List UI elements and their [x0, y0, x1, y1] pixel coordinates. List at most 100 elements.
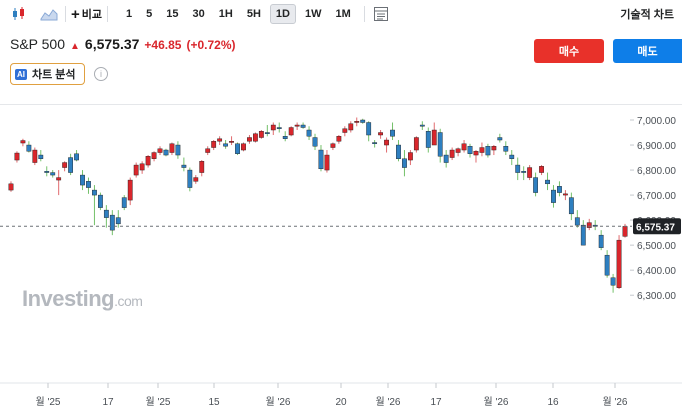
candle-body — [390, 129, 395, 137]
candle-body — [616, 239, 622, 288]
candle-body — [425, 131, 431, 148]
candle-body — [521, 171, 527, 173]
candle-body — [175, 144, 181, 156]
candle-body — [509, 154, 515, 159]
quote-header: S&P 500 ▲ 6,575.37 +46.85 (+0.72%) — [10, 36, 236, 52]
current-price-label: 6,575.37 — [636, 222, 675, 233]
candle-body — [62, 162, 68, 168]
candle-body — [282, 136, 288, 139]
ai-chart-analysis-button[interactable]: AI 차트 분석 — [10, 63, 85, 85]
symbol-name: S&P 500 — [10, 36, 66, 52]
candle-body — [473, 151, 479, 156]
candle-body — [20, 140, 26, 144]
candle-body — [437, 132, 443, 157]
candle-body — [491, 146, 497, 151]
area-chart-icon[interactable] — [38, 3, 60, 25]
candle-body — [235, 143, 240, 154]
candle-body — [330, 143, 336, 148]
candle-body — [258, 131, 264, 138]
interval-15[interactable]: 15 — [166, 8, 179, 20]
candle-body — [461, 143, 467, 151]
y-tick-label: 6,800.00 — [637, 166, 676, 177]
chart-divider — [0, 104, 682, 105]
y-tick-label: 7,000.00 — [637, 116, 676, 127]
candle-body — [539, 166, 544, 173]
candle-body — [402, 158, 407, 168]
candle-body — [527, 167, 533, 178]
candle-body — [92, 189, 97, 196]
x-tick-label: 월 '25 — [35, 396, 60, 408]
candle-body — [443, 154, 449, 163]
candle-body — [98, 194, 103, 208]
interval-1[interactable]: 1 — [126, 8, 133, 20]
candle-body — [497, 137, 503, 141]
candle-body — [187, 169, 193, 188]
indicator-panel-icon[interactable] — [370, 3, 392, 25]
candle-body — [342, 128, 348, 133]
candle-body — [38, 154, 44, 159]
x-tick-label: 20 — [335, 397, 347, 408]
candle-body — [366, 122, 372, 136]
x-tick-label: 월 '26 — [265, 396, 290, 408]
technical-chart-link[interactable]: 기술적 차트 — [620, 9, 674, 21]
candle-body — [44, 171, 50, 173]
interval-5h[interactable]: 5H — [246, 8, 261, 20]
interval-30[interactable]: 30 — [192, 8, 205, 20]
x-tick-label: 월 '26 — [602, 396, 627, 408]
candle-body — [503, 146, 509, 152]
candle-body — [247, 137, 252, 142]
interval-1m[interactable]: 1M — [335, 8, 351, 20]
candle-body — [485, 146, 491, 156]
candle-body — [80, 174, 85, 186]
toolbar-divider — [363, 6, 365, 22]
candle-body — [163, 149, 169, 156]
candle-body — [455, 148, 461, 153]
candle-body — [413, 137, 419, 151]
candle-body — [324, 154, 330, 171]
candle-body — [103, 209, 109, 218]
candle-body — [622, 226, 628, 237]
candle-body — [318, 149, 324, 170]
x-tick-label: 월 '26 — [375, 396, 400, 408]
compare-button[interactable]: + 비교 — [71, 6, 102, 22]
interval-5[interactable]: 5 — [146, 8, 153, 20]
candlestick-chart[interactable]: 7,000.006,900.006,800.006,700.006,600.00… — [0, 104, 682, 414]
candle-body — [193, 177, 199, 182]
candle-body — [586, 222, 592, 228]
candle-body — [378, 132, 383, 136]
candle-body — [26, 144, 32, 152]
buy-button[interactable]: 매수 — [534, 39, 604, 63]
candle-body — [533, 177, 538, 193]
candle-body — [229, 141, 234, 143]
y-tick-label: 6,900.00 — [637, 141, 676, 152]
candle-body — [515, 164, 521, 173]
info-icon[interactable]: i — [94, 67, 108, 81]
candle-body — [574, 217, 580, 226]
candle-body — [276, 127, 282, 129]
interval-1d[interactable]: 1D — [269, 4, 296, 24]
candle-body — [56, 177, 62, 181]
candle-body — [294, 124, 300, 127]
candle-body — [32, 149, 38, 163]
candle-body — [604, 254, 610, 276]
sell-button[interactable]: 매도 — [613, 39, 682, 63]
x-tick-label: 15 — [208, 397, 220, 408]
candle-body — [50, 172, 56, 176]
investing-watermark: Investing.com — [22, 286, 143, 312]
candle-body — [8, 183, 14, 191]
watermark-brand: Investing — [22, 286, 115, 311]
candle-body — [14, 152, 20, 161]
candle-body — [264, 132, 270, 134]
toolbar-divider — [65, 6, 66, 22]
candle-body — [479, 147, 485, 153]
up-arrow-icon: ▲ — [70, 41, 80, 52]
x-tick-label: 16 — [547, 397, 559, 408]
candlestick-icon[interactable] — [8, 3, 30, 25]
candle-body — [127, 179, 133, 201]
y-tick-label: 6,300.00 — [637, 291, 676, 302]
candle-body — [74, 153, 79, 161]
y-tick-label: 6,700.00 — [637, 191, 676, 202]
candle-body — [384, 139, 389, 146]
interval-1w[interactable]: 1W — [304, 8, 322, 20]
interval-1h[interactable]: 1H — [218, 8, 233, 20]
